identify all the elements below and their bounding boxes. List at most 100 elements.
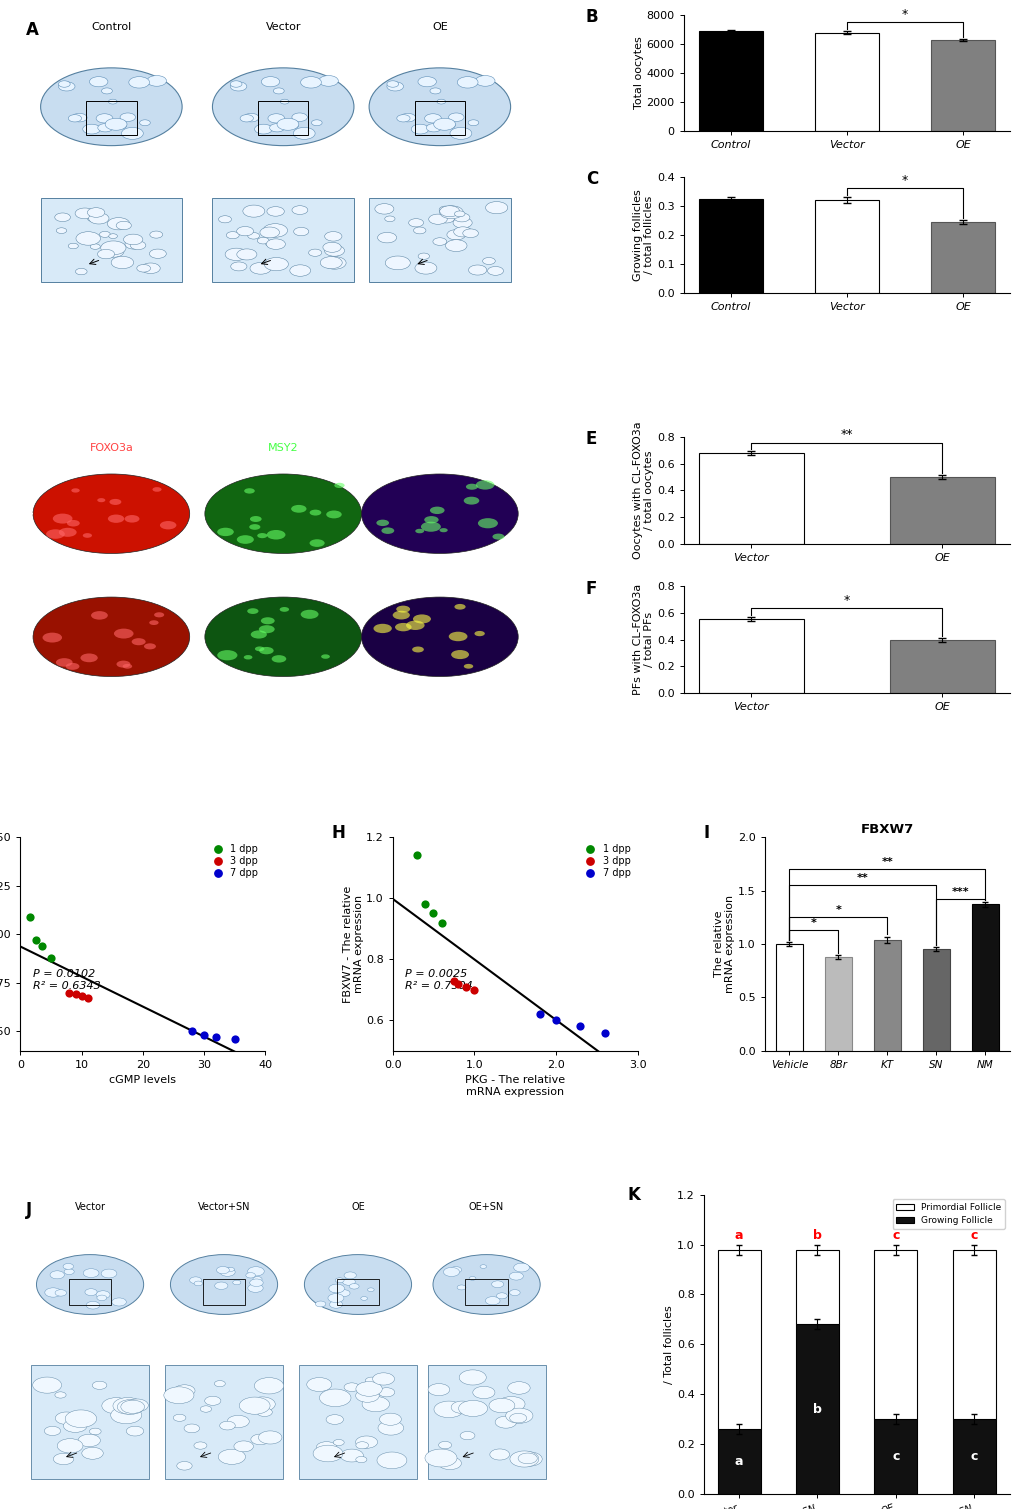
Circle shape: [459, 1400, 487, 1417]
X-axis label: PKG - The relative
mRNA expression: PKG - The relative mRNA expression: [465, 1076, 565, 1097]
Bar: [86, 101, 137, 134]
Circle shape: [190, 1277, 202, 1284]
Point: [79, 987, 96, 1011]
Point: [67, 982, 84, 1007]
Bar: [824, 957, 851, 1050]
Circle shape: [109, 234, 117, 238]
Circle shape: [259, 625, 274, 634]
Circle shape: [316, 1441, 336, 1453]
Circle shape: [476, 480, 494, 489]
Circle shape: [335, 1278, 343, 1283]
Circle shape: [43, 632, 62, 643]
Circle shape: [107, 217, 129, 229]
Circle shape: [324, 231, 341, 241]
Text: E: E: [585, 430, 597, 448]
Circle shape: [326, 1414, 343, 1424]
Circle shape: [63, 1263, 73, 1269]
Circle shape: [236, 249, 257, 260]
Bar: [299, 1366, 417, 1479]
Y-axis label: Total oocytes: Total oocytes: [633, 36, 643, 109]
Circle shape: [328, 1284, 344, 1293]
Circle shape: [91, 611, 108, 620]
Circle shape: [381, 528, 394, 534]
Circle shape: [510, 1414, 526, 1423]
Circle shape: [248, 1284, 263, 1292]
Circle shape: [473, 1387, 494, 1399]
Circle shape: [309, 539, 324, 546]
Circle shape: [433, 1400, 464, 1417]
Circle shape: [116, 661, 130, 667]
Circle shape: [147, 75, 166, 86]
Point: [433, 910, 449, 934]
Circle shape: [498, 1293, 506, 1298]
Circle shape: [214, 1283, 227, 1289]
Circle shape: [227, 1268, 234, 1272]
Circle shape: [84, 1269, 99, 1278]
Circle shape: [376, 519, 388, 527]
Y-axis label: PFs with CL-FOXO3a
/ total PFs: PFs with CL-FOXO3a / total PFs: [632, 584, 653, 696]
Circle shape: [290, 506, 306, 513]
Circle shape: [194, 1281, 203, 1286]
Circle shape: [218, 1449, 246, 1464]
Circle shape: [399, 113, 415, 122]
Circle shape: [301, 77, 321, 88]
Circle shape: [289, 264, 311, 276]
Circle shape: [96, 113, 113, 122]
Point: [458, 975, 474, 999]
Circle shape: [475, 75, 494, 86]
Circle shape: [406, 620, 424, 629]
Circle shape: [255, 646, 264, 652]
Circle shape: [160, 521, 176, 530]
Circle shape: [124, 515, 140, 522]
Circle shape: [482, 258, 495, 264]
Circle shape: [102, 1397, 130, 1414]
Text: a: a: [734, 1230, 743, 1242]
Circle shape: [125, 240, 143, 249]
Circle shape: [112, 1298, 126, 1305]
Text: **: **: [880, 857, 893, 868]
Circle shape: [88, 208, 105, 217]
Circle shape: [230, 81, 247, 91]
Circle shape: [287, 124, 298, 128]
Bar: [930, 222, 994, 293]
Circle shape: [367, 1287, 374, 1292]
Circle shape: [131, 638, 146, 646]
Bar: [971, 904, 998, 1050]
Circle shape: [430, 88, 440, 94]
Circle shape: [356, 1382, 382, 1396]
Circle shape: [378, 1421, 404, 1435]
Bar: [795, 1249, 839, 1325]
Text: c: c: [892, 1450, 899, 1464]
Circle shape: [491, 1281, 503, 1287]
Bar: [698, 619, 803, 693]
Circle shape: [150, 231, 163, 238]
Text: b: b: [812, 1230, 821, 1242]
Text: I: I: [703, 824, 709, 842]
Circle shape: [86, 1301, 100, 1308]
Circle shape: [395, 605, 410, 613]
Text: *: *: [901, 174, 907, 187]
Circle shape: [65, 1409, 97, 1428]
Circle shape: [474, 631, 484, 637]
Circle shape: [63, 1420, 87, 1432]
Circle shape: [83, 124, 101, 134]
Circle shape: [226, 231, 239, 238]
Circle shape: [237, 1443, 252, 1452]
Circle shape: [44, 1426, 60, 1435]
Circle shape: [457, 77, 478, 88]
Y-axis label: Growing follicles
/ total follicles: Growing follicles / total follicles: [632, 189, 653, 281]
Circle shape: [58, 81, 75, 91]
Circle shape: [257, 533, 267, 539]
Circle shape: [361, 598, 518, 676]
Circle shape: [176, 1462, 192, 1470]
Circle shape: [113, 1397, 143, 1414]
Circle shape: [219, 1421, 235, 1431]
Circle shape: [50, 1271, 64, 1278]
Circle shape: [445, 240, 467, 252]
Circle shape: [248, 1266, 264, 1277]
Circle shape: [111, 257, 133, 269]
Bar: [427, 1366, 545, 1479]
Circle shape: [117, 1399, 144, 1414]
Text: Vector: Vector: [25, 486, 36, 516]
Circle shape: [453, 226, 472, 237]
